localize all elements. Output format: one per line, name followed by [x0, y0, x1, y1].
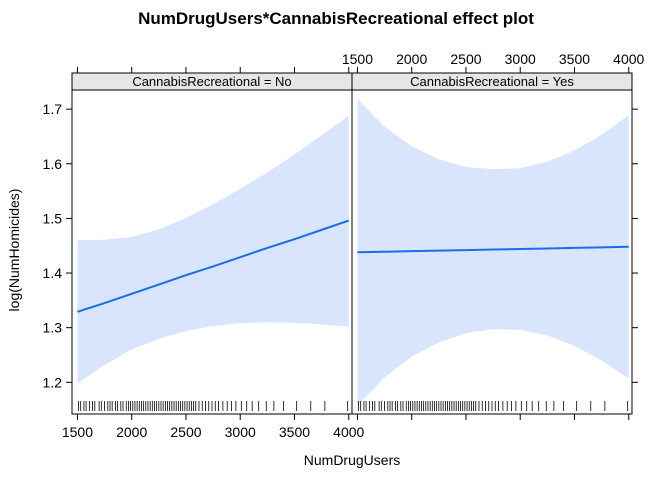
x-tick-label-top: 2000: [396, 51, 427, 67]
x-tick-label-top: 4000: [613, 51, 644, 67]
y-tick-label: 1.6: [43, 156, 63, 172]
y-axis-title: log(NumHomicides): [6, 189, 22, 312]
rug: [78, 401, 349, 411]
strip-label: CannabisRecreational = Yes: [410, 74, 574, 89]
y-tick-label: 1.3: [43, 320, 63, 336]
chart-title: NumDrugUsers*CannabisRecreational effect…: [138, 9, 534, 28]
x-tick-label-top: 1500: [342, 51, 373, 67]
x-tick-label-bottom: 4000: [333, 424, 364, 440]
x-tick-label-top: 2500: [450, 51, 481, 67]
x-tick-label-bottom: 3500: [279, 424, 310, 440]
confidence-band: [77, 115, 349, 384]
fitted-line: [357, 245, 629, 254]
y-tick-label: 1.7: [43, 101, 63, 117]
strip-label: CannabisRecreational = No: [132, 74, 291, 89]
y-tick-label: 1.4: [43, 265, 63, 281]
strip: [351, 72, 633, 91]
panel-1: CannabisRecreational = No: [71, 72, 353, 415]
x-tick-label-bottom: 2500: [170, 424, 201, 440]
rug: [358, 401, 629, 411]
x-axis-title: NumDrugUsers: [304, 452, 400, 468]
x-tick-label-bottom: 3000: [225, 424, 256, 440]
x-tick-label-bottom: 2000: [116, 424, 147, 440]
y-tick-label: 1.5: [43, 210, 63, 226]
x-tick-label-bottom: 1500: [62, 424, 93, 440]
x-tick-label-top: 3000: [505, 51, 536, 67]
axes-layer: 1500 2000 2500 3000 3500 4000 1500 2000 2500 3000…: [43, 51, 645, 440]
fitted-line: [77, 219, 350, 313]
x-tick-label-top: 3500: [559, 51, 590, 67]
panel-2: CannabisRecreational = Yes: [351, 72, 633, 415]
y-tick-label: 1.2: [43, 374, 63, 390]
confidence-band: [357, 99, 629, 406]
panels-layer: CannabisRecreational = No CannabisRecreat…: [71, 72, 633, 415]
